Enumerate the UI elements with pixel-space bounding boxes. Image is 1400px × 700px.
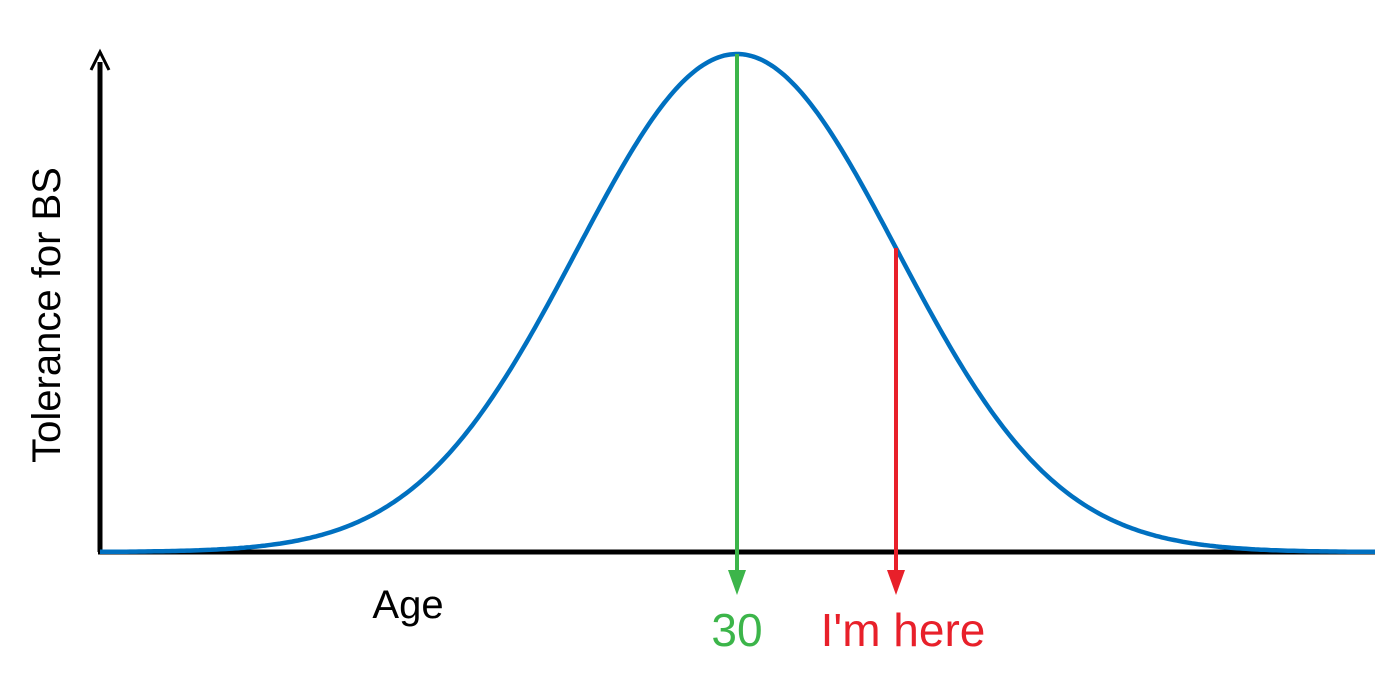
peak-marker-label: 30 <box>711 604 762 656</box>
x-axis-label: Age <box>372 583 443 627</box>
here-marker-label: I'm here <box>821 604 986 656</box>
y-axis-arrowhead <box>89 48 111 71</box>
here-marker-arrowhead <box>887 570 905 595</box>
peak-marker-arrowhead <box>728 570 746 595</box>
y-axis-label: Tolerance for BS <box>25 167 69 463</box>
